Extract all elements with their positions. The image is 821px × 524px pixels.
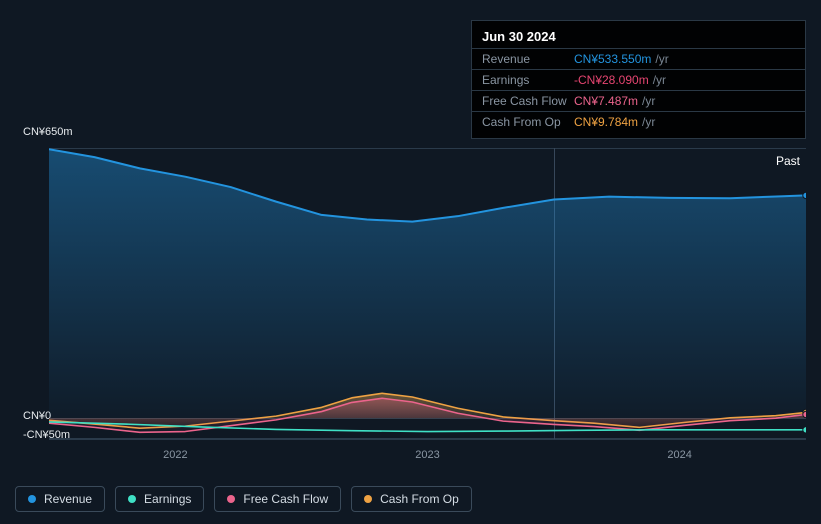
x-tick-0: 2022 [163, 449, 187, 461]
legend-dot [128, 495, 136, 503]
tooltip-row-earnings: Earnings -CN¥28.090m /yr [472, 70, 805, 91]
tooltip-label: Cash From Op [482, 115, 574, 129]
legend-item-earnings[interactable]: Earnings [115, 486, 204, 512]
plot-region[interactable]: Past 2022 2023 2024 [49, 148, 806, 440]
legend-item-revenue[interactable]: Revenue [15, 486, 105, 512]
x-tick-1: 2023 [415, 449, 439, 461]
legend-item-cfo[interactable]: Cash From Op [351, 486, 472, 512]
legend-label: Cash From Op [380, 492, 459, 506]
chart-svg [49, 148, 806, 439]
chart-area[interactable]: CN¥650m CN¥0 -CN¥50m Past 2022 2023 2024 [0, 120, 821, 470]
legend-label: Free Cash Flow [243, 492, 328, 506]
tooltip-suffix: /yr [642, 115, 655, 129]
legend-label: Revenue [44, 492, 92, 506]
tooltip-row-cfo: Cash From Op CN¥9.784m /yr [472, 112, 805, 132]
x-tick-2: 2024 [667, 449, 691, 461]
tooltip-label: Free Cash Flow [482, 94, 574, 108]
tooltip-suffix: /yr [642, 94, 655, 108]
tooltip-value: CN¥7.487m [574, 94, 638, 108]
y-axis-zero-label: CN¥0 [23, 410, 51, 422]
tooltip-value: CN¥533.550m [574, 52, 651, 66]
tooltip-row-revenue: Revenue CN¥533.550m /yr [472, 49, 805, 70]
tooltip-date: Jun 30 2024 [472, 27, 805, 49]
tooltip-value: -CN¥28.090m [574, 73, 649, 87]
legend-dot [364, 495, 372, 503]
tooltip-label: Earnings [482, 73, 574, 87]
tooltip-suffix: /yr [655, 52, 668, 66]
chart-container: Jun 30 2024 Revenue CN¥533.550m /yr Earn… [0, 0, 821, 524]
hover-tooltip: Jun 30 2024 Revenue CN¥533.550m /yr Earn… [471, 20, 806, 139]
tooltip-row-fcf: Free Cash Flow CN¥7.487m /yr [472, 91, 805, 112]
tooltip-suffix: /yr [653, 73, 666, 87]
tooltip-value: CN¥9.784m [574, 115, 638, 129]
y-axis-max-label: CN¥650m [23, 126, 73, 138]
legend-label: Earnings [144, 492, 191, 506]
legend: Revenue Earnings Free Cash Flow Cash Fro… [15, 486, 472, 512]
legend-dot [28, 495, 36, 503]
legend-dot [227, 495, 235, 503]
tooltip-label: Revenue [482, 52, 574, 66]
legend-item-fcf[interactable]: Free Cash Flow [214, 486, 341, 512]
